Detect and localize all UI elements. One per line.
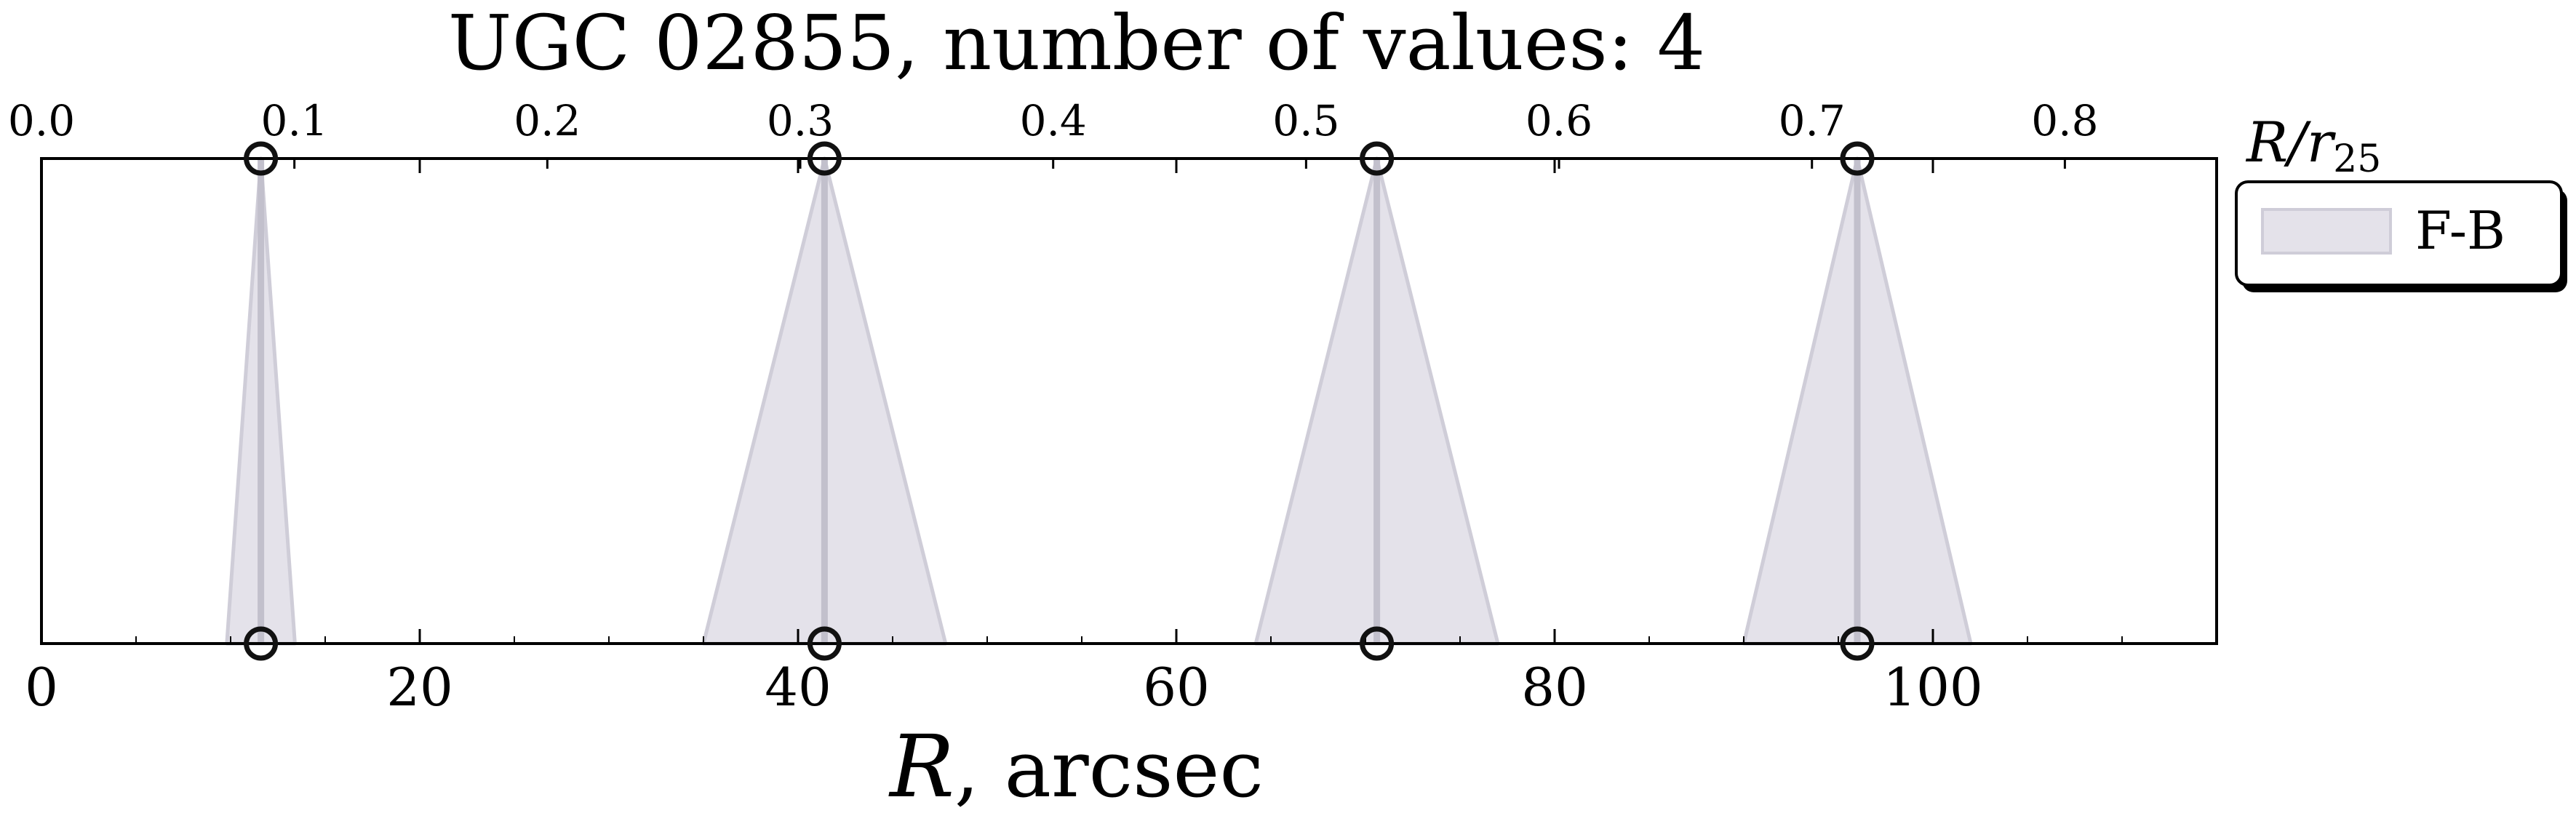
chart-title: UGC 02855, number of values: 4 xyxy=(448,0,1705,87)
x-bottom-tick-label: 20 xyxy=(386,657,453,718)
x-top-tick-label: 0.5 xyxy=(1272,96,1339,145)
x-top-tick-label: 0.4 xyxy=(1020,96,1087,145)
plot-area xyxy=(40,157,2218,645)
legend-box xyxy=(2235,180,2563,287)
uncertainty-bands xyxy=(225,156,1973,646)
x-top-tick-label: 0.8 xyxy=(2031,96,2098,145)
data-point-bottom xyxy=(1360,626,1395,661)
legend-label: F-B xyxy=(2415,200,2505,261)
x-bottom-tick-label: 40 xyxy=(765,657,832,718)
axis-ticks xyxy=(40,159,2123,644)
x-bottom-tick-label: 60 xyxy=(1143,657,1210,718)
data-markers xyxy=(244,141,1875,661)
legend-swatch xyxy=(2261,208,2392,255)
data-point-bottom xyxy=(1840,626,1875,661)
x-bottom-tick-label: 100 xyxy=(1883,657,1982,718)
legend: F-B xyxy=(2235,180,2567,292)
data-point-top xyxy=(1360,141,1395,176)
x-top-tick-label: 0.1 xyxy=(261,96,328,145)
data-point-top xyxy=(1840,141,1875,176)
x-axis-label: R, arcsec xyxy=(888,716,1264,817)
data-point-bottom xyxy=(807,626,842,661)
x-top-tick-label: 0.2 xyxy=(514,96,581,145)
x-top-tick-label: 0.0 xyxy=(8,96,75,145)
top-axis-label-symbol: R/r xyxy=(2245,110,2337,175)
x-axis-label-symbol: R xyxy=(888,716,954,817)
x-axis-label-unit: , arcsec xyxy=(954,724,1264,815)
x-bottom-tick-label: 0 xyxy=(25,657,58,718)
x-top-tick-label: 0.7 xyxy=(1779,96,1846,145)
x-top-tick-label: 0.6 xyxy=(1526,96,1592,145)
data-point-top xyxy=(244,141,279,176)
x-bottom-tick-label: 80 xyxy=(1521,657,1588,718)
top-axis-label: R/r25 xyxy=(2245,110,2381,181)
data-point-bottom xyxy=(244,626,279,661)
data-point-top xyxy=(807,141,842,176)
top-axis-label-subscript: 25 xyxy=(2333,137,2381,181)
x-top-tick-label: 0.3 xyxy=(767,96,834,145)
